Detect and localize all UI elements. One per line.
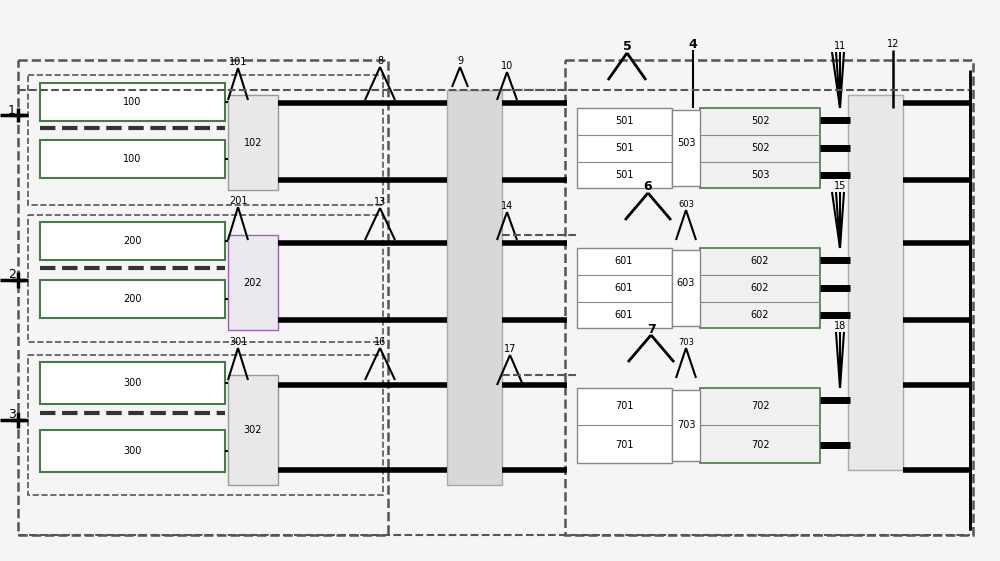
Text: 3: 3 xyxy=(8,407,16,421)
Text: 18: 18 xyxy=(834,321,846,331)
Bar xyxy=(672,250,700,326)
Text: 101: 101 xyxy=(229,57,247,67)
Text: 200: 200 xyxy=(123,236,141,246)
Text: 14: 14 xyxy=(501,201,513,211)
Bar xyxy=(672,390,700,461)
Text: 2: 2 xyxy=(8,268,16,280)
Text: 601: 601 xyxy=(615,256,633,266)
Text: 701: 701 xyxy=(615,440,633,450)
Text: 502: 502 xyxy=(751,143,769,153)
Text: 300: 300 xyxy=(123,446,141,456)
Text: 603: 603 xyxy=(677,278,695,288)
Bar xyxy=(40,140,225,178)
Bar xyxy=(228,95,278,190)
Text: 602: 602 xyxy=(751,310,769,320)
Bar xyxy=(577,108,672,188)
Text: 1: 1 xyxy=(8,103,16,117)
Text: 703: 703 xyxy=(678,338,694,347)
Text: 601: 601 xyxy=(615,310,633,320)
Bar xyxy=(700,248,820,328)
Bar xyxy=(18,60,388,535)
Text: 8: 8 xyxy=(377,56,383,66)
Text: 10: 10 xyxy=(501,61,513,71)
Bar xyxy=(28,75,383,205)
Bar xyxy=(40,362,225,404)
Bar xyxy=(700,388,820,463)
Bar xyxy=(848,95,903,470)
Text: 200: 200 xyxy=(123,294,141,304)
Text: 100: 100 xyxy=(123,154,141,164)
Bar xyxy=(672,110,700,186)
Text: 502: 502 xyxy=(751,116,769,126)
Text: 4: 4 xyxy=(689,38,697,50)
Bar xyxy=(565,60,973,535)
Text: 7: 7 xyxy=(647,323,655,335)
Bar xyxy=(228,235,278,330)
Text: 701: 701 xyxy=(615,401,633,411)
Text: 602: 602 xyxy=(751,256,769,266)
Text: 9: 9 xyxy=(457,56,463,66)
Text: 503: 503 xyxy=(677,138,695,148)
Text: 302: 302 xyxy=(244,425,262,435)
Text: 702: 702 xyxy=(751,401,769,411)
Text: 11: 11 xyxy=(834,41,846,51)
Text: 703: 703 xyxy=(677,420,695,430)
Text: 702: 702 xyxy=(751,440,769,450)
Text: 12: 12 xyxy=(887,39,899,49)
Text: 501: 501 xyxy=(615,170,633,180)
Bar xyxy=(40,83,225,121)
Bar xyxy=(40,222,225,260)
Bar xyxy=(28,215,383,342)
Text: 501: 501 xyxy=(615,116,633,126)
Bar xyxy=(40,430,225,472)
Text: 5: 5 xyxy=(623,39,631,53)
Bar xyxy=(700,108,820,188)
Bar xyxy=(40,280,225,318)
Bar xyxy=(577,388,672,463)
Bar xyxy=(577,248,672,328)
Text: 501: 501 xyxy=(615,143,633,153)
Text: 17: 17 xyxy=(504,344,516,354)
Text: 6: 6 xyxy=(644,180,652,192)
Text: 16: 16 xyxy=(374,337,386,347)
Text: 601: 601 xyxy=(615,283,633,293)
Bar xyxy=(447,90,502,485)
Text: 102: 102 xyxy=(244,138,262,148)
Bar xyxy=(28,355,383,495)
Text: 300: 300 xyxy=(123,378,141,388)
Text: 602: 602 xyxy=(751,283,769,293)
Bar xyxy=(228,375,278,485)
Text: 15: 15 xyxy=(834,181,846,191)
Text: 13: 13 xyxy=(374,197,386,207)
Text: 603: 603 xyxy=(678,200,694,209)
Text: 301: 301 xyxy=(229,337,247,347)
Text: 201: 201 xyxy=(229,196,247,206)
Text: 100: 100 xyxy=(123,97,141,107)
Text: 202: 202 xyxy=(244,278,262,288)
Text: 503: 503 xyxy=(751,170,769,180)
